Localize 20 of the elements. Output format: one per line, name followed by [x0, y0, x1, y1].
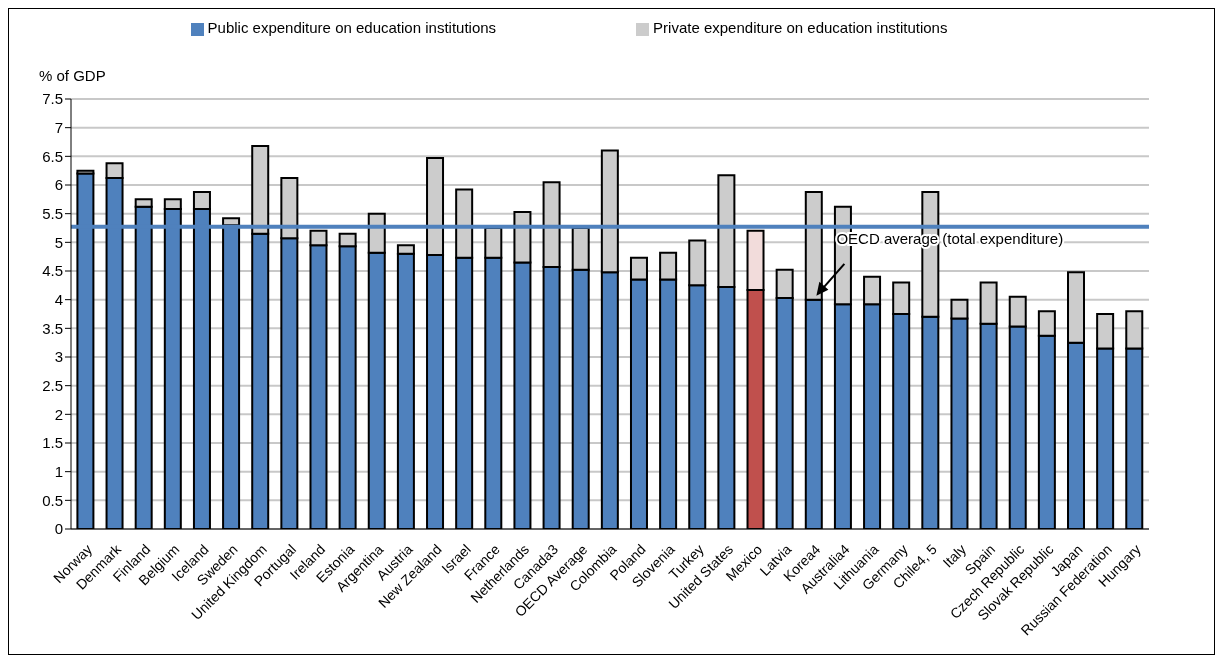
y-tick-label: 3.5 [42, 319, 63, 337]
legend-label: Public expenditure on education institutions [207, 19, 497, 36]
y-tick-label: 6 [54, 176, 63, 194]
y-tick-label: 0.5 [42, 491, 63, 509]
y-tick-label: 2 [54, 405, 63, 423]
bar [222, 217, 241, 227]
y-tick-label: 1.5 [42, 434, 63, 452]
y-tick-label: 1 [54, 462, 63, 480]
y-tick-label: 5.5 [42, 204, 63, 222]
y-tick-label: 4 [54, 290, 63, 308]
y-tick-label: 7 [54, 118, 63, 136]
y-tick-label: 4.5 [42, 262, 63, 280]
y-tick-label: 6.5 [42, 147, 63, 165]
legend-label: Private expenditure on education institutions [653, 19, 948, 36]
y-tick-label: 2.5 [42, 376, 63, 394]
y-axis-title: % of GDP [39, 67, 106, 84]
y-tick-label: 7.5 [42, 90, 63, 108]
y-tick-label: 5 [54, 233, 63, 251]
y-tick-label: 0 [54, 520, 63, 538]
y-tick-label: 3 [54, 348, 63, 366]
